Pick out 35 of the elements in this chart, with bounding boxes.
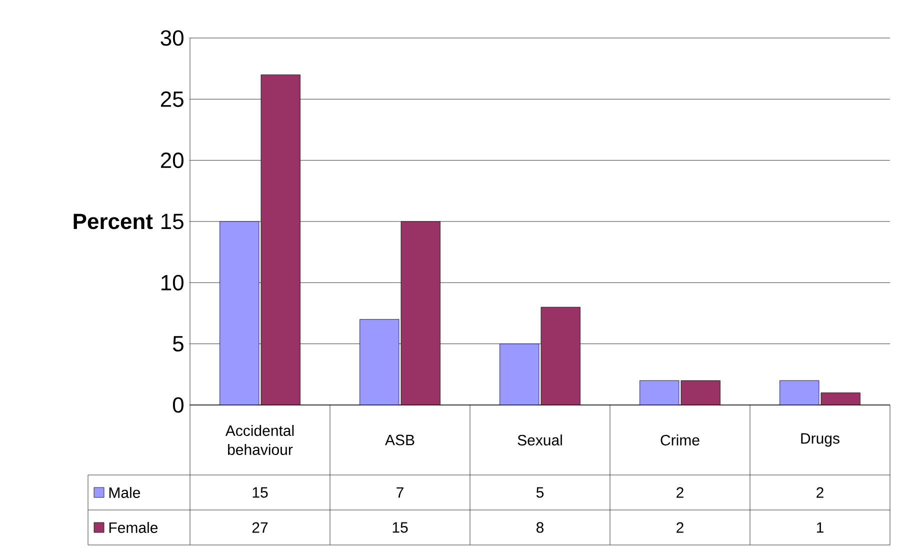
data-label: 15 xyxy=(392,522,408,533)
bar xyxy=(260,74,300,405)
y-tick-label: 20 xyxy=(160,152,184,168)
x-tick-label: Crime xyxy=(660,434,700,446)
data-label: 1 xyxy=(816,522,824,533)
bar xyxy=(540,306,580,405)
x-tick-label: Sexual xyxy=(518,434,562,446)
y-tick-label: 30 xyxy=(160,30,184,46)
data-label: 2 xyxy=(676,487,684,498)
bar xyxy=(220,221,260,405)
bar xyxy=(400,221,440,405)
bar xyxy=(640,380,680,405)
data-label: 8 xyxy=(536,522,544,533)
data-label: 2 xyxy=(816,487,824,498)
data-label: 5 xyxy=(536,487,544,498)
y-tick-label: 5 xyxy=(172,336,184,352)
x-tick-label: ASB xyxy=(385,434,414,446)
data-label: 27 xyxy=(252,522,268,533)
y-tick-label: 15 xyxy=(162,214,184,230)
bar xyxy=(680,380,720,405)
y-axis-title: Percent xyxy=(74,214,153,230)
y-tick-label: 25 xyxy=(160,91,184,107)
x-tick-label: Drugs xyxy=(801,433,840,447)
bar xyxy=(360,319,400,405)
bar xyxy=(820,392,860,405)
y-tick-label: 10 xyxy=(162,274,184,290)
y-tick-label: 0 xyxy=(172,397,184,413)
x-tick-label: Accidental behaviour xyxy=(225,424,294,455)
data-label: 15 xyxy=(252,487,268,498)
legend-label: Female xyxy=(109,522,158,533)
legend-label: Male xyxy=(109,486,140,498)
data-label: 7 xyxy=(396,487,404,498)
bar xyxy=(500,344,540,405)
data-label: 2 xyxy=(676,522,684,533)
bar xyxy=(780,380,820,405)
